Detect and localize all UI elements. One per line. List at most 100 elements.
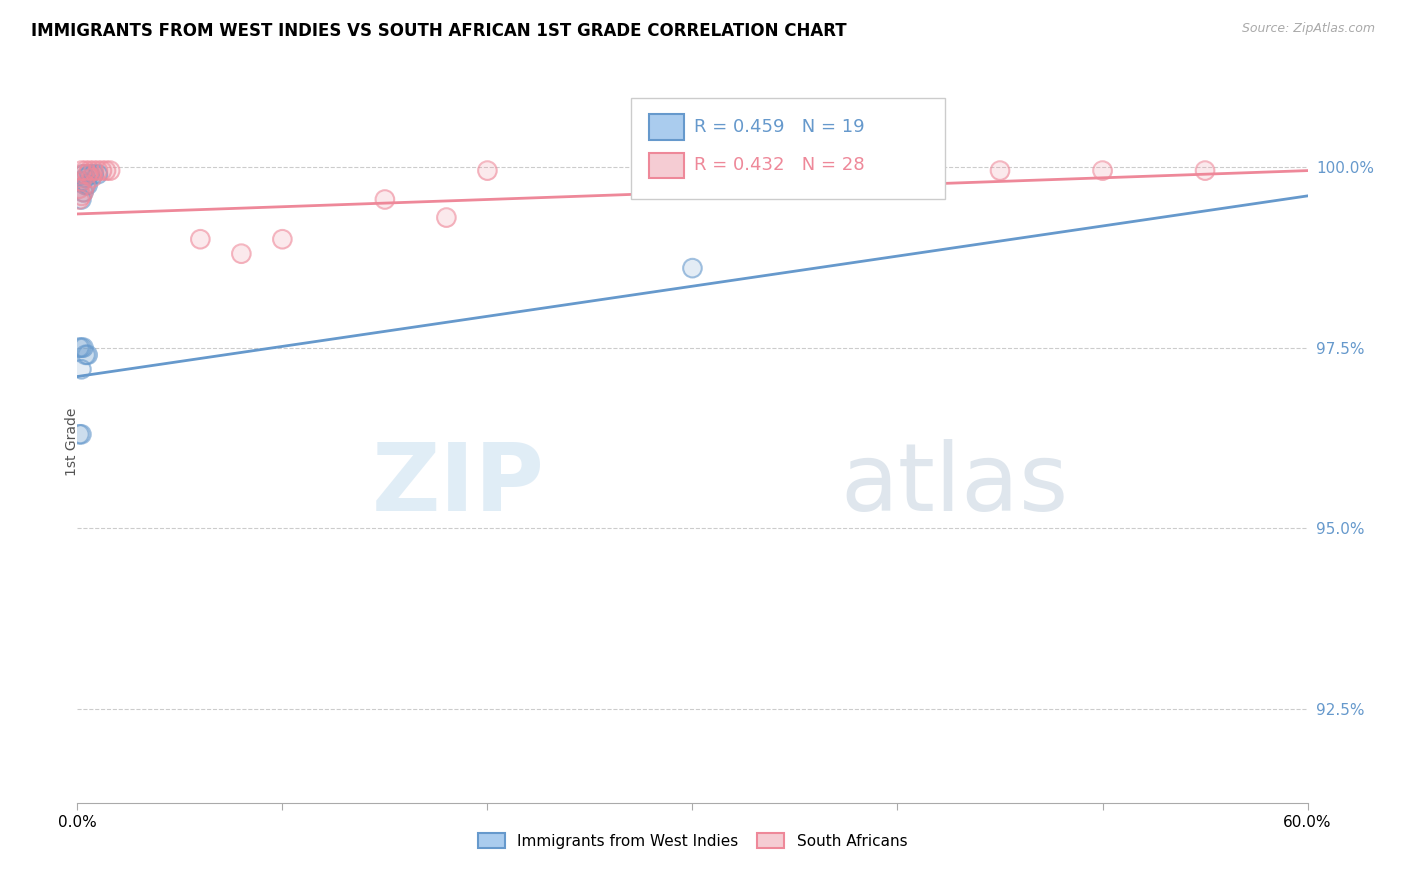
- Point: [76, 167, 98, 181]
- Point: [83, 167, 105, 181]
- Point: [70, 362, 93, 376]
- Point: [75, 170, 97, 185]
- Point: [231, 246, 253, 260]
- Point: [79, 163, 101, 178]
- Point: [188, 232, 212, 246]
- Point: [231, 246, 253, 260]
- Point: [67, 427, 90, 442]
- Point: [72, 167, 94, 181]
- Text: Source: ZipAtlas.com: Source: ZipAtlas.com: [1241, 22, 1375, 36]
- Text: R = 0.432   N = 28: R = 0.432 N = 28: [693, 156, 865, 174]
- Point: [72, 341, 94, 355]
- Point: [75, 178, 97, 192]
- Point: [76, 167, 98, 181]
- Point: [70, 163, 93, 178]
- Point: [70, 174, 93, 188]
- Point: [70, 174, 93, 188]
- Point: [72, 186, 94, 200]
- Point: [886, 163, 908, 178]
- Point: [94, 163, 117, 178]
- Legend: Immigrants from West Indies, South Africans: Immigrants from West Indies, South Afric…: [470, 826, 915, 856]
- Point: [682, 163, 704, 178]
- Point: [70, 341, 93, 355]
- Point: [72, 167, 94, 181]
- Point: [79, 167, 101, 181]
- Text: ZIP: ZIP: [373, 439, 546, 531]
- Point: [70, 174, 93, 188]
- Point: [75, 178, 97, 192]
- Point: [80, 170, 103, 185]
- Point: [87, 167, 110, 181]
- Point: [682, 163, 704, 178]
- Point: [70, 174, 93, 188]
- Point: [75, 163, 97, 178]
- Point: [67, 193, 90, 207]
- Point: [87, 163, 110, 178]
- Point: [79, 167, 101, 181]
- Point: [67, 193, 90, 207]
- Text: IMMIGRANTS FROM WEST INDIES VS SOUTH AFRICAN 1ST GRADE CORRELATION CHART: IMMIGRANTS FROM WEST INDIES VS SOUTH AFR…: [31, 22, 846, 40]
- Point: [87, 163, 110, 178]
- Bar: [650, 114, 683, 139]
- Point: [98, 163, 121, 178]
- Point: [76, 178, 98, 192]
- Text: atlas: atlas: [841, 439, 1069, 531]
- Point: [75, 163, 97, 178]
- Point: [67, 182, 90, 196]
- Point: [682, 261, 704, 276]
- Point: [271, 232, 294, 246]
- Point: [70, 163, 93, 178]
- Point: [374, 193, 396, 207]
- Point: [90, 163, 114, 178]
- Point: [72, 167, 94, 181]
- Point: [70, 362, 93, 376]
- Point: [988, 163, 1011, 178]
- Point: [682, 261, 704, 276]
- Point: [79, 163, 101, 178]
- Point: [70, 189, 93, 203]
- Point: [67, 341, 90, 355]
- Point: [87, 167, 110, 181]
- Point: [83, 163, 105, 178]
- Point: [1091, 163, 1114, 178]
- Point: [477, 163, 499, 178]
- Point: [76, 348, 98, 362]
- Point: [75, 170, 97, 185]
- Point: [72, 186, 94, 200]
- Point: [75, 348, 97, 362]
- Point: [886, 163, 908, 178]
- Point: [70, 427, 93, 442]
- Point: [72, 186, 94, 200]
- Point: [75, 178, 97, 192]
- Point: [436, 211, 458, 225]
- Point: [76, 348, 98, 362]
- Point: [98, 163, 121, 178]
- Bar: [650, 153, 683, 178]
- Point: [67, 427, 90, 442]
- Point: [988, 163, 1011, 178]
- Point: [67, 341, 90, 355]
- Point: [374, 193, 396, 207]
- Point: [76, 178, 98, 192]
- Point: [436, 211, 458, 225]
- Point: [271, 232, 294, 246]
- Point: [83, 163, 105, 178]
- Point: [1091, 163, 1114, 178]
- Point: [70, 189, 93, 203]
- Text: R = 0.459   N = 19: R = 0.459 N = 19: [693, 118, 865, 136]
- Point: [70, 193, 93, 207]
- Point: [94, 163, 117, 178]
- Point: [72, 186, 94, 200]
- Point: [188, 232, 212, 246]
- Point: [67, 182, 90, 196]
- Point: [477, 163, 499, 178]
- Y-axis label: 1st Grade: 1st Grade: [65, 408, 79, 475]
- FancyBboxPatch shape: [631, 98, 945, 200]
- Point: [80, 170, 103, 185]
- Point: [72, 341, 94, 355]
- Point: [75, 178, 97, 192]
- Point: [1194, 163, 1216, 178]
- Point: [70, 193, 93, 207]
- Point: [72, 167, 94, 181]
- Point: [90, 163, 114, 178]
